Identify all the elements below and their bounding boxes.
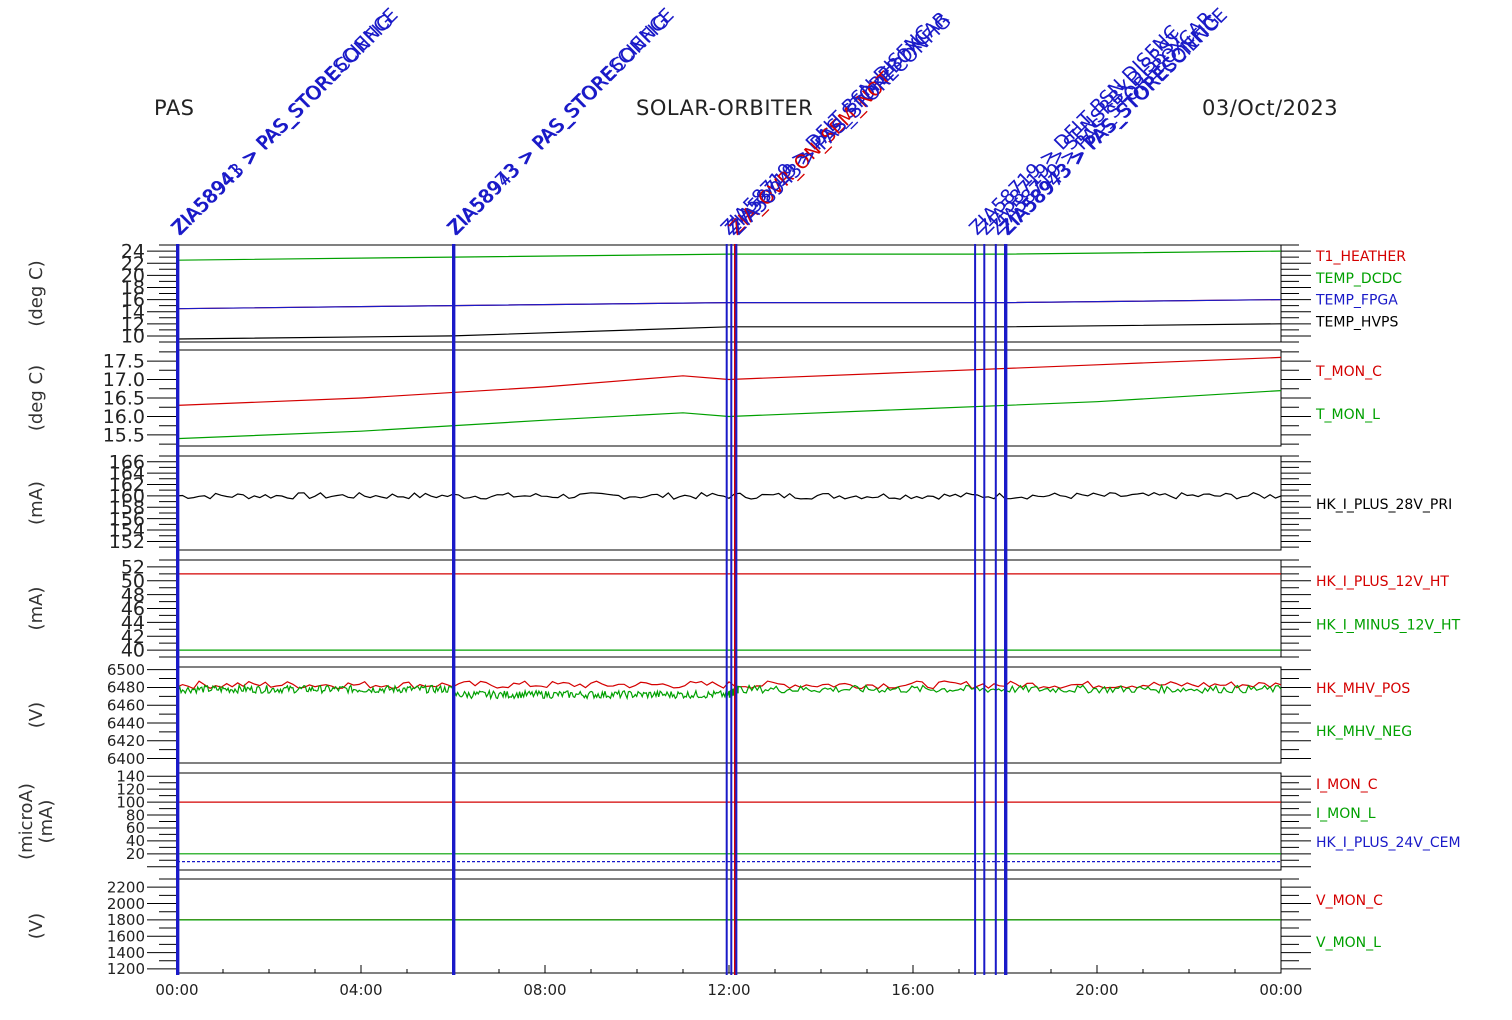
y-axis-label: (deg C) xyxy=(26,260,47,326)
y-tick-label: 50 xyxy=(121,570,145,592)
series-line-hk_mhv_neg xyxy=(176,683,1282,701)
y-tick-label: 1600 xyxy=(107,927,145,945)
y-tick-label: 18 xyxy=(121,277,145,299)
y-tick-label: 158 xyxy=(109,497,145,519)
y-tick-label: 162 xyxy=(109,474,145,496)
instrument-label: PAS xyxy=(154,96,195,120)
series-line-temp_dcdc xyxy=(176,250,1282,261)
x-tick-label: 20:00 xyxy=(1075,981,1118,999)
legend-label: HK_I_MINUS_12V_HT xyxy=(1316,618,1461,634)
y-tick-label: 12 xyxy=(121,313,145,335)
y-tick-label: 40 xyxy=(121,640,145,662)
panel-frame xyxy=(176,772,1282,871)
y-tick-label: 17.5 xyxy=(103,351,145,373)
y-tick-label: 140 xyxy=(116,767,145,785)
x-tick-label: 00:00 xyxy=(1259,981,1302,999)
legend-label: V_MON_C xyxy=(1316,893,1383,909)
y-axis-label: (mA) xyxy=(26,587,47,631)
y-tick-label: 6460 xyxy=(107,696,145,714)
y-tick-label: 44 xyxy=(121,612,145,634)
y-tick-label: 16.0 xyxy=(103,406,145,428)
event-label: ZIA58943 > PAS_STORECONFIG xyxy=(444,10,673,239)
legend-label: HK_I_PLUS_12V_HT xyxy=(1316,574,1449,590)
x-tick-label: 12:00 xyxy=(707,981,750,999)
panel-frame xyxy=(176,559,1282,658)
panel-frame xyxy=(176,878,1282,974)
panel-frame xyxy=(176,244,1282,343)
y-tick-label: 24 xyxy=(121,241,145,263)
y-tick-label: 20 xyxy=(121,265,145,287)
y-tick-label: 1200 xyxy=(107,960,145,978)
legend-label: HK_I_PLUS_28V_PRI xyxy=(1316,497,1452,513)
y-tick-label: 16.5 xyxy=(103,388,145,410)
y-tick-label: 20 xyxy=(126,845,145,863)
series-line-temp_hvps xyxy=(176,323,1282,340)
y-tick-label: 100 xyxy=(116,793,145,811)
y-axis-label: (microA) xyxy=(16,783,37,860)
legend-label: HK_MHV_POS xyxy=(1316,681,1410,697)
y-tick-label: 46 xyxy=(121,598,145,620)
y-tick-label: 156 xyxy=(109,508,145,530)
y-tick-label: 80 xyxy=(126,806,145,824)
legend-label: HK_I_PLUS_24V_CEM xyxy=(1316,835,1461,851)
y-axis-label: (mA) xyxy=(26,481,47,525)
event-label: ZIA58973 > PAS_STORESCIENCE xyxy=(996,4,1232,240)
y-tick-label: 14 xyxy=(121,301,145,323)
legend-label: T1_HEATHER xyxy=(1315,249,1406,265)
x-tick-label: 00:00 xyxy=(155,981,198,999)
event-label: ZIA58943 > PAS_STORECONFIG xyxy=(726,10,955,239)
y-tick-label: 2200 xyxy=(107,878,145,896)
y-tick-label: 6480 xyxy=(107,679,145,697)
legend-label: V_MON_L xyxy=(1316,935,1381,951)
date-label: 03/Oct/2023 xyxy=(1202,96,1339,120)
y-tick-label: 154 xyxy=(109,520,145,542)
legend-label: TEMP_DCDC xyxy=(1315,271,1402,287)
series-line-temp_fpga xyxy=(176,299,1282,310)
y-tick-label: 160 xyxy=(109,486,145,508)
y-tick-label: 1400 xyxy=(107,944,145,962)
y-tick-label: 1800 xyxy=(107,911,145,929)
legend-label: HK_MHV_NEG xyxy=(1316,724,1412,740)
y-tick-label: 6400 xyxy=(107,750,145,768)
y-tick-label: 6420 xyxy=(107,732,145,750)
y-tick-label: 52 xyxy=(121,557,145,579)
mission-label: SOLAR-ORBITER xyxy=(636,96,814,120)
y-tick-label: 15.5 xyxy=(103,425,145,447)
x-tick-label: 08:00 xyxy=(523,981,566,999)
y-tick-label: 10 xyxy=(121,326,145,348)
x-tick-label: 04:00 xyxy=(339,981,382,999)
y-tick-label: 164 xyxy=(109,463,145,485)
event-label: ZIA58943 > PAS_STORECONFIG xyxy=(168,10,397,239)
y-tick-label: 42 xyxy=(121,626,145,648)
y-tick-label: 22 xyxy=(121,253,145,275)
legend-label: I_MON_C xyxy=(1316,777,1378,793)
y-axis-label: (deg C) xyxy=(26,365,47,431)
y-tick-label: 166 xyxy=(109,451,145,473)
legend-label: T_MON_L xyxy=(1315,407,1380,423)
y-tick-label: 60 xyxy=(126,819,145,837)
series-line-hk_i_plus_28v_pri xyxy=(176,491,1282,500)
series-line-t_mon_l xyxy=(176,390,1282,440)
legend-label: TEMP_HVPS xyxy=(1315,314,1398,330)
y-tick-label: 17.0 xyxy=(103,369,145,391)
series-line-t_mon_c xyxy=(176,356,1282,406)
y-tick-label: 48 xyxy=(121,584,145,606)
legend-label: T_MON_C xyxy=(1315,364,1382,380)
series-line-hk_mhv_pos xyxy=(176,680,1282,690)
y-tick-label: 152 xyxy=(109,531,145,553)
y-tick-label: 6440 xyxy=(107,714,145,732)
y-tick-label: 120 xyxy=(116,780,145,798)
x-tick-label: 16:00 xyxy=(891,981,934,999)
panel-frame xyxy=(176,455,1282,551)
legend-label: TEMP_FPGA xyxy=(1315,293,1398,309)
y-tick-label: 2000 xyxy=(107,895,145,913)
y-tick-label: 6500 xyxy=(107,661,145,679)
y-axis-label: (V) xyxy=(26,913,47,939)
y-tick-label: 40 xyxy=(126,832,145,850)
y-tick-label: 16 xyxy=(121,289,145,311)
y-axis-label: (mA) xyxy=(36,800,57,844)
legend-label: I_MON_L xyxy=(1316,806,1376,822)
y-axis-label: (V) xyxy=(26,702,47,728)
